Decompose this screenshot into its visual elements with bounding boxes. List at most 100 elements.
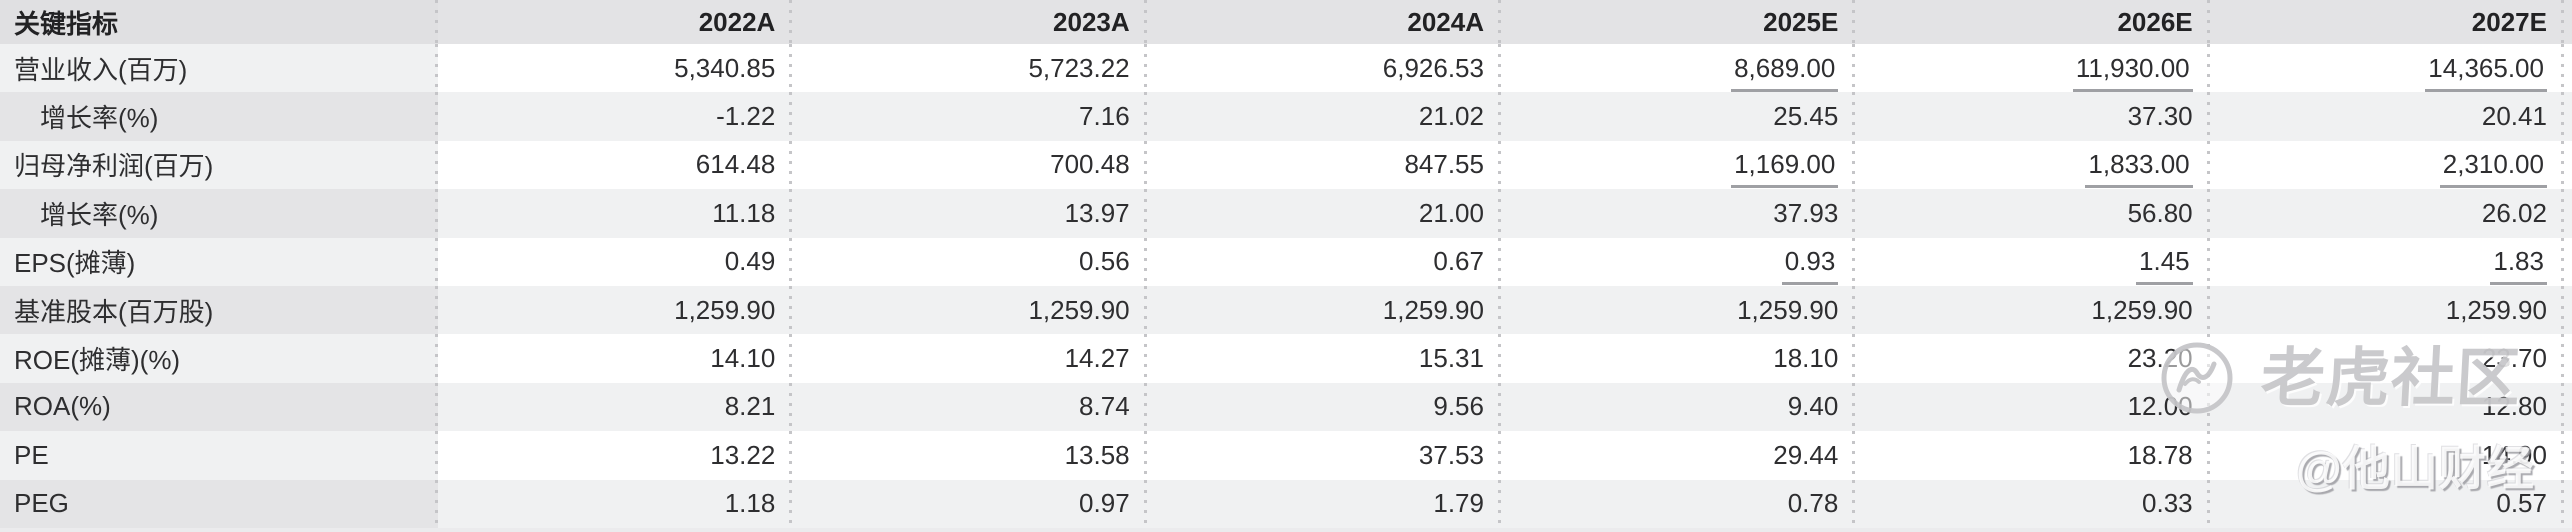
metric-value-cell: 13.22 xyxy=(438,431,793,480)
metric-value-cell: 847.55 xyxy=(1146,140,1501,190)
metric-value-cell: 1,259.90 xyxy=(438,285,793,335)
table-row: 营业收入(百万) 5,340.85 5,723.22 6,926.53 8,689.00… xyxy=(0,44,2572,93)
metric-value-cell: 56.80 xyxy=(1855,189,2210,238)
metric-value-cell: 1.79 xyxy=(1146,479,1501,528)
column-header-year: 2023A xyxy=(792,0,1147,44)
metric-value-cell: 5,340.85 xyxy=(438,44,793,93)
metric-value-cell: 0.78 xyxy=(1500,479,1856,528)
metric-value-cell: 18.78 xyxy=(1855,431,2210,480)
metric-value-cell: 7.16 xyxy=(792,92,1147,141)
column-header-year: 2022A xyxy=(438,0,793,44)
estimate-underlined-value: 14,365.00 xyxy=(2425,53,2547,92)
metric-value-cell: 23.20 xyxy=(1855,334,2210,383)
estimate-underlined-value: 1,833.00 xyxy=(2085,149,2193,189)
table-header-row: 关键指标 2022A 2023A 2024A 2025E 2026E 2027E xyxy=(0,0,2572,44)
metric-value-cell: 1,259.90 xyxy=(792,285,1147,335)
metric-value-cell: 13.58 xyxy=(792,431,1147,480)
metric-value-cell: 12.80 xyxy=(2209,382,2564,432)
metric-label-cell: 增长率(%) xyxy=(0,189,438,238)
metric-value-cell: 12.00 xyxy=(1855,382,2210,432)
header-filler-cell xyxy=(2563,0,2572,44)
metric-value-cell: 21.02 xyxy=(1146,92,1501,141)
column-header-metric: 关键指标 xyxy=(0,0,438,44)
metric-value-cell: 0.67 xyxy=(1146,237,1501,286)
row-filler-cell xyxy=(2563,237,2572,286)
metric-value-cell: 1,259.90 xyxy=(2209,285,2564,335)
row-filler-cell xyxy=(2563,334,2572,383)
column-header-year: 2027E xyxy=(2209,0,2564,44)
metric-value-cell: 8.21 xyxy=(438,382,793,432)
metric-value-cell: 13.97 xyxy=(792,189,1147,238)
table-row: PEG 1.18 0.97 1.79 0.78 0.33 0.57 xyxy=(0,479,2572,528)
metric-label-cell: 增长率(%) xyxy=(0,92,438,141)
column-header-year: 2026E xyxy=(1855,0,2210,44)
row-filler-cell xyxy=(2563,92,2572,141)
metric-label-cell: ROE(摊薄)(%) xyxy=(0,334,438,383)
metric-value-cell: 37.93 xyxy=(1500,189,1856,238)
table-row: ROA(%) 8.21 8.74 9.56 9.40 12.00 12.80 xyxy=(0,382,2572,432)
metric-value-cell: 11.18 xyxy=(438,189,793,238)
metric-label-cell: 营业收入(百万) xyxy=(0,44,438,93)
column-header-year: 2025E xyxy=(1500,0,1856,44)
estimate-underlined-value: 1,169.00 xyxy=(1731,149,1839,189)
row-filler-cell xyxy=(2563,189,2572,238)
metric-value-cell: 614.48 xyxy=(438,140,793,190)
table-row: 增长率(%) -1.22 7.16 21.02 25.45 37.30 20.41 xyxy=(0,92,2572,141)
metric-value-cell: 8.74 xyxy=(792,382,1147,432)
table-row: 基准股本(百万股) 1,259.90 1,259.90 1,259.90 1,259.9… xyxy=(0,285,2572,335)
metric-value-cell: 1,169.00 xyxy=(1500,140,1856,190)
estimate-underlined-value: 8,689.00 xyxy=(1731,53,1839,92)
metric-value-cell: 37.30 xyxy=(1855,92,2210,141)
metric-value-cell: 15.31 xyxy=(1146,334,1501,383)
estimate-underlined-value: 2,310.00 xyxy=(2439,149,2547,189)
table-row: EPS(摊薄) 0.49 0.56 0.67 0.93 1.45 1.83 xyxy=(0,237,2572,286)
metric-value-cell: 14.90 xyxy=(2209,431,2564,480)
row-filler-cell xyxy=(2563,44,2572,93)
metric-value-cell: 0.93 xyxy=(1500,237,1856,286)
metric-value-cell: 14,365.00 xyxy=(2209,44,2564,93)
metric-label-cell: 基准股本(百万股) xyxy=(0,285,438,335)
metric-value-cell: 9.56 xyxy=(1146,382,1501,432)
metric-value-cell: 21.00 xyxy=(1146,189,1501,238)
metric-value-cell: 0.33 xyxy=(1855,479,2210,528)
bottom-row-sliver xyxy=(0,527,2572,532)
metric-value-cell: 20.41 xyxy=(2209,92,2564,141)
metric-value-cell: 8,689.00 xyxy=(1500,44,1856,93)
metric-value-cell: 14.10 xyxy=(438,334,793,383)
metric-value-cell: 25.45 xyxy=(1500,92,1856,141)
metric-value-cell: 1.45 xyxy=(1855,237,2210,286)
metric-value-cell: 1.18 xyxy=(438,479,793,528)
metric-value-cell: 26.02 xyxy=(2209,189,2564,238)
row-filler-cell xyxy=(2563,431,2572,480)
metric-value-cell: -1.22 xyxy=(438,92,793,141)
metric-value-cell: 1.83 xyxy=(2209,237,2564,286)
table-row: ROE(摊薄)(%) 14.10 14.27 15.31 18.10 23.20 23.70 xyxy=(0,334,2572,383)
estimate-underlined-value: 1.83 xyxy=(2490,246,2547,286)
metric-value-cell: 0.56 xyxy=(792,237,1147,286)
metric-value-cell: 700.48 xyxy=(792,140,1147,190)
metric-value-cell: 1,259.90 xyxy=(1500,285,1856,335)
metric-label-cell: PE xyxy=(0,431,438,480)
metric-value-cell: 11,930.00 xyxy=(1855,44,2210,93)
metric-value-cell: 29.44 xyxy=(1500,431,1856,480)
estimate-underlined-value: 1.45 xyxy=(2136,246,2193,286)
metric-value-cell: 9.40 xyxy=(1500,382,1856,432)
metric-label-cell: PEG xyxy=(0,479,438,528)
row-filler-cell xyxy=(2563,479,2572,528)
row-filler-cell xyxy=(2563,140,2572,190)
metric-value-cell: 1,833.00 xyxy=(1855,140,2210,190)
metric-value-cell: 1,259.90 xyxy=(1146,285,1501,335)
metric-label-cell: ROA(%) xyxy=(0,382,438,432)
metric-value-cell: 23.70 xyxy=(2209,334,2564,383)
metric-value-cell: 37.53 xyxy=(1146,431,1501,480)
estimate-underlined-value: 0.93 xyxy=(1781,246,1839,286)
table-row: PE 13.22 13.58 37.53 29.44 18.78 14.90 xyxy=(0,431,2572,480)
metric-value-cell: 5,723.22 xyxy=(792,44,1147,93)
estimate-underlined-value: 11,930.00 xyxy=(2072,53,2193,92)
metric-label-cell: EPS(摊薄) xyxy=(0,237,438,286)
metric-value-cell: 6,926.53 xyxy=(1146,44,1501,93)
row-filler-cell xyxy=(2563,285,2572,335)
metric-label-cell: 归母净利润(百万) xyxy=(0,140,438,190)
metric-value-cell: 2,310.00 xyxy=(2209,140,2564,190)
